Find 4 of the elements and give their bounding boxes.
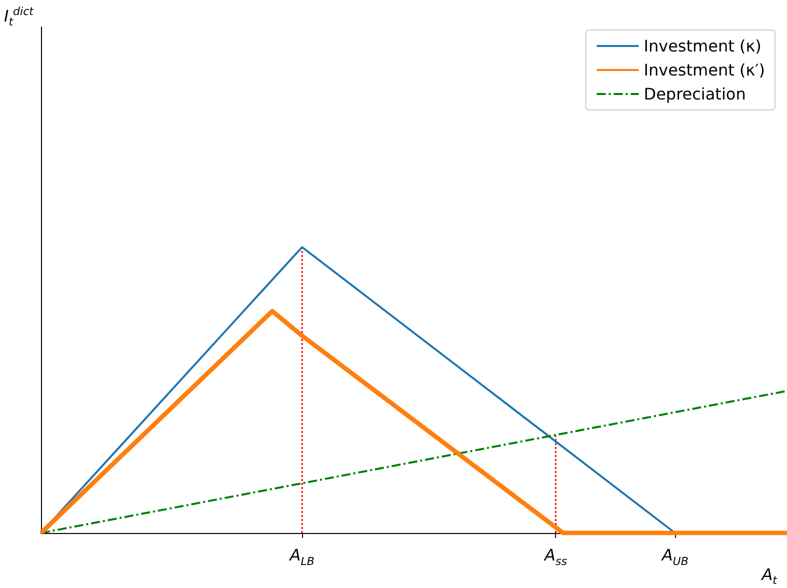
legend-label: Investment (κ′) xyxy=(644,60,766,80)
legend-label: Investment (κ) xyxy=(644,36,762,56)
legend-label: Depreciation xyxy=(644,84,746,104)
x-axis-title: A$_{t}$ xyxy=(762,567,777,586)
